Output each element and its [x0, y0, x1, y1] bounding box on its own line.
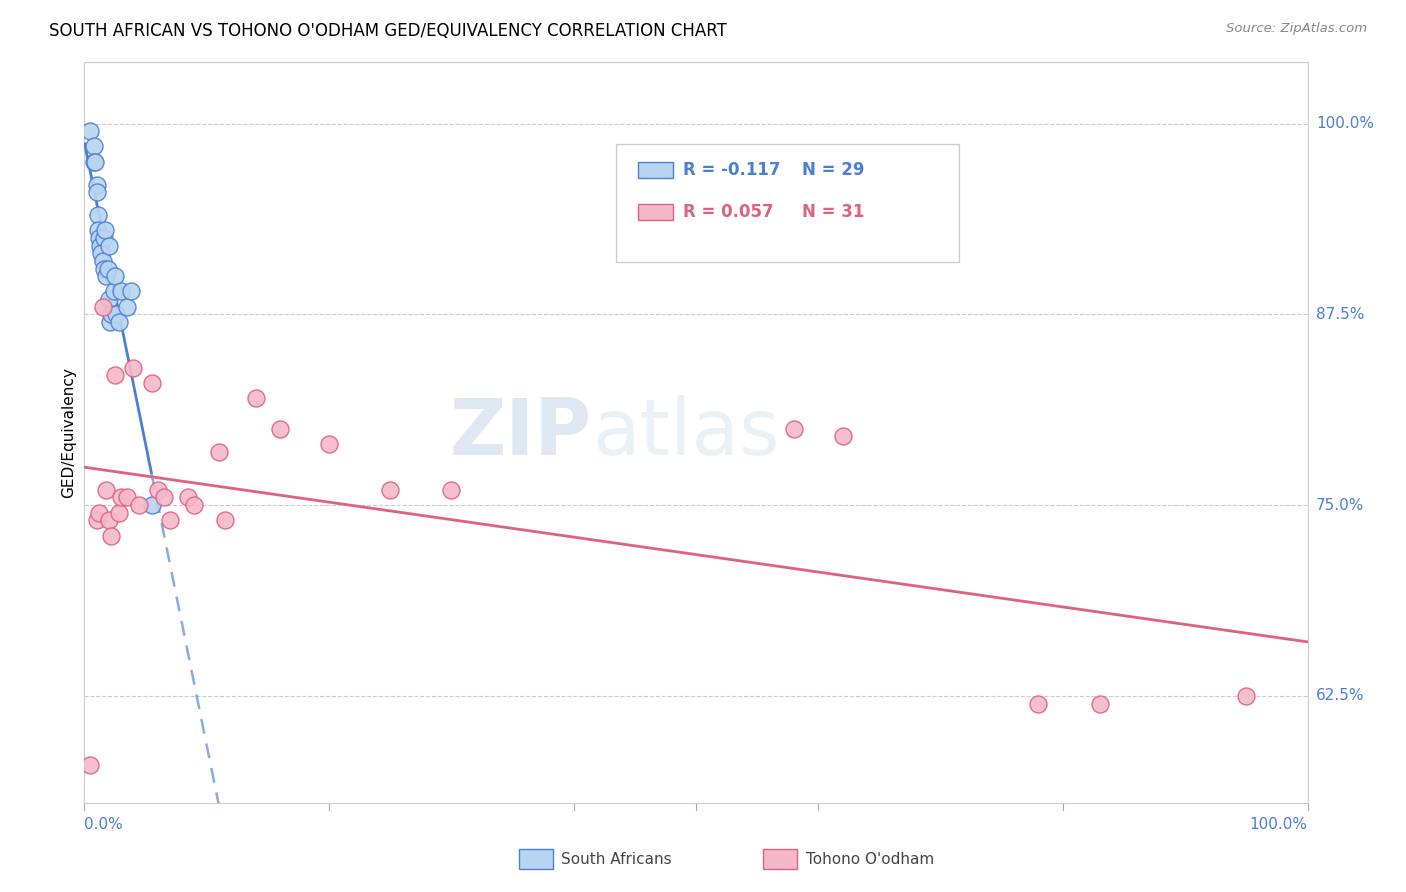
Point [79, 124, 101, 138]
Text: Tohono O'odham: Tohono O'odham [806, 852, 935, 866]
Text: atlas: atlas [592, 394, 779, 471]
Point [87, 208, 110, 222]
FancyBboxPatch shape [519, 848, 553, 870]
Point [208, 444, 231, 458]
Point [1088, 697, 1111, 711]
FancyBboxPatch shape [638, 161, 673, 178]
Point [110, 285, 132, 299]
Text: 0.0%: 0.0% [84, 817, 124, 831]
Point [141, 376, 163, 390]
Point [783, 422, 806, 436]
FancyBboxPatch shape [616, 144, 959, 262]
Point [105, 307, 128, 321]
FancyBboxPatch shape [763, 848, 797, 870]
Point [97, 292, 120, 306]
Text: 87.5%: 87.5% [1316, 307, 1364, 322]
Point [86, 178, 108, 192]
Point [91, 253, 114, 268]
Text: SOUTH AFRICAN VS TOHONO O'ODHAM GED/EQUIVALENCY CORRELATION CHART: SOUTH AFRICAN VS TOHONO O'ODHAM GED/EQUI… [49, 22, 727, 40]
Point [245, 391, 267, 405]
Point [103, 285, 125, 299]
Point [79, 757, 101, 772]
Point [90, 246, 112, 260]
Point [97, 513, 120, 527]
Point [84, 154, 107, 169]
Point [107, 315, 129, 329]
Text: N = 29: N = 29 [801, 161, 865, 178]
Point [86, 513, 108, 527]
Point [87, 231, 110, 245]
Text: R = -0.117: R = -0.117 [683, 161, 780, 178]
Point [96, 483, 118, 497]
Point [153, 491, 176, 505]
Point [120, 285, 142, 299]
Point [214, 513, 236, 527]
Point [107, 506, 129, 520]
Text: South Africans: South Africans [561, 852, 672, 866]
Point [380, 483, 402, 497]
Point [141, 498, 163, 512]
Text: N = 31: N = 31 [801, 203, 865, 221]
Text: R = 0.057: R = 0.057 [683, 203, 773, 221]
Point [83, 154, 105, 169]
Y-axis label: GED/Equivalency: GED/Equivalency [60, 368, 76, 498]
Point [177, 491, 200, 505]
Point [110, 491, 132, 505]
Point [183, 498, 205, 512]
Text: 100.0%: 100.0% [1250, 817, 1308, 831]
Point [115, 300, 138, 314]
Point [91, 300, 114, 314]
Point [115, 491, 138, 505]
Point [1028, 697, 1050, 711]
Point [89, 238, 111, 252]
Point [96, 269, 118, 284]
Point [100, 529, 122, 543]
Point [83, 139, 105, 153]
Point [93, 231, 115, 245]
Point [97, 238, 120, 252]
Point [269, 422, 291, 436]
Point [98, 315, 121, 329]
Point [146, 483, 169, 497]
Point [104, 269, 127, 284]
Text: 100.0%: 100.0% [1316, 116, 1374, 131]
Text: 62.5%: 62.5% [1316, 689, 1364, 704]
Point [87, 223, 110, 237]
Point [122, 360, 145, 375]
Point [318, 437, 340, 451]
Point [94, 223, 117, 237]
Point [104, 368, 127, 383]
Point [440, 483, 463, 497]
Point [831, 429, 853, 443]
Point [97, 261, 120, 276]
Text: Source: ZipAtlas.com: Source: ZipAtlas.com [1226, 22, 1367, 36]
Point [159, 513, 181, 527]
FancyBboxPatch shape [638, 204, 673, 220]
Point [1236, 689, 1258, 703]
Text: 75.0%: 75.0% [1316, 498, 1364, 513]
Point [86, 185, 108, 199]
Point [100, 307, 122, 321]
Point [87, 506, 110, 520]
Text: ZIP: ZIP [450, 394, 592, 471]
Point [128, 498, 150, 512]
Point [93, 261, 115, 276]
